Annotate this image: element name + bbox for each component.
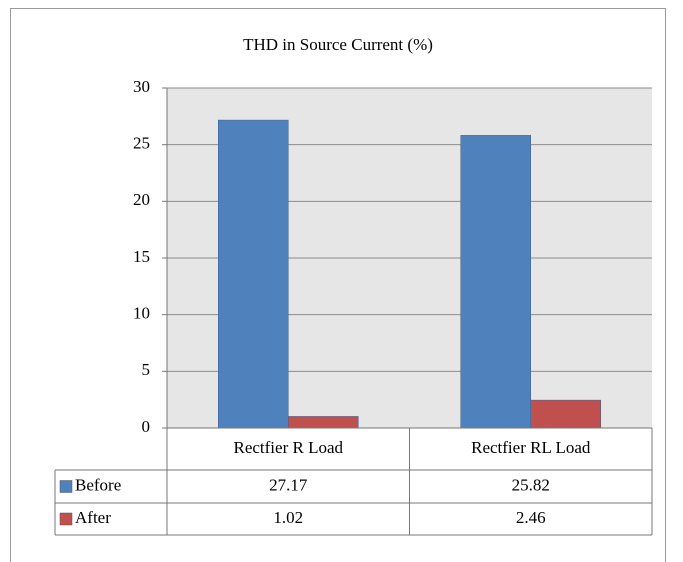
table-value: 25.82 (512, 475, 550, 494)
chart-border (10, 8, 666, 562)
y-tick-label: 10 (133, 304, 150, 323)
legend-label: After (75, 508, 111, 527)
bar (460, 135, 531, 429)
chart-title: THD in Source Current (%) (243, 35, 433, 54)
y-tick-label: 25 (133, 134, 150, 153)
table-value: 27.17 (269, 475, 308, 494)
bar (530, 399, 601, 429)
bar (218, 119, 289, 429)
y-tick-label: 20 (133, 190, 150, 209)
y-tick-label: 15 (133, 247, 150, 266)
legend-key (59, 512, 73, 526)
category-label: Rectfier R Load (233, 438, 343, 457)
bar (288, 416, 359, 429)
legend-label: Before (75, 475, 121, 494)
legend-key (59, 480, 73, 493)
y-tick-label: 0 (142, 417, 151, 436)
y-tick-label: 30 (133, 77, 150, 96)
y-tick-label: 5 (142, 360, 151, 379)
table-value: 1.02 (273, 508, 303, 527)
table-value: 2.46 (516, 508, 546, 527)
category-label: Rectfier RL Load (471, 438, 591, 457)
